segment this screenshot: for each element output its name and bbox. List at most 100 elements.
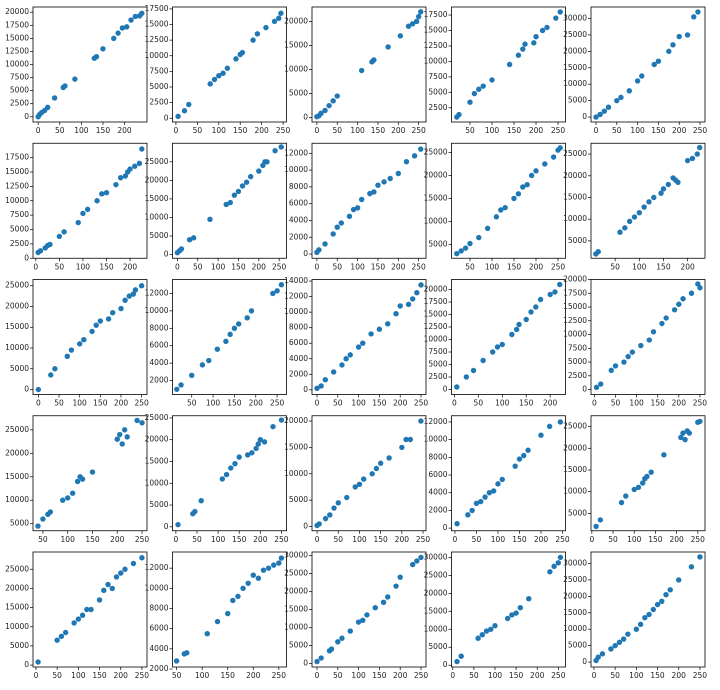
x-tick-label: 50	[333, 671, 343, 680]
x-tick-label: 50	[469, 671, 479, 680]
x-tick-label: 100	[629, 399, 644, 408]
point	[276, 15, 282, 21]
x-tick-label: 0	[315, 671, 320, 680]
point	[64, 353, 70, 360]
y-tick-label: 25000	[5, 564, 29, 573]
point	[531, 40, 537, 46]
point	[358, 196, 365, 203]
point	[89, 328, 95, 335]
y-tick-label: 0	[164, 522, 169, 531]
point	[250, 37, 256, 43]
y-tick-label: 25000	[563, 575, 587, 584]
y-tick-label: 15000	[5, 603, 29, 612]
x-tick-label: 150	[373, 535, 388, 544]
y-tick-label: 5000	[568, 641, 587, 650]
y-tick-label: 12500	[145, 35, 169, 44]
x-tick-label: 250	[551, 262, 566, 271]
point	[69, 490, 76, 496]
y-tick-label: 20000	[424, 588, 448, 597]
x-tick-label: 200	[254, 126, 269, 135]
x-tick-label: 50	[193, 262, 203, 271]
point	[118, 570, 124, 576]
y-tick-label: 2000	[149, 664, 168, 673]
point	[625, 353, 631, 360]
y-tick-label: 2000	[289, 369, 308, 378]
y-tick-label: 5000	[428, 87, 447, 96]
axes-frame	[590, 551, 706, 668]
x-tick-label: 100	[71, 671, 86, 680]
y-tick-label: 5000	[568, 357, 587, 366]
x-tick-label: 200	[114, 671, 129, 680]
x-tick-label: 100	[488, 671, 503, 680]
y-tick-label: 6000	[289, 338, 308, 347]
y-tick-label: 5000	[10, 519, 29, 528]
point	[344, 494, 350, 501]
y-tick-label: 20000	[284, 16, 308, 25]
point	[216, 73, 222, 79]
point	[334, 224, 340, 230]
y-tick-label: 0	[24, 253, 29, 262]
point	[414, 290, 420, 296]
point	[255, 575, 262, 581]
y-tick-label: 5000	[568, 236, 587, 245]
point	[678, 434, 684, 441]
x-tick-label: 100	[350, 126, 365, 135]
x-tick-label: 200	[110, 535, 125, 544]
y-tick-label: 0	[24, 112, 29, 121]
y-tick-label: 7500	[428, 347, 447, 356]
point	[350, 206, 357, 213]
point	[661, 452, 667, 458]
x-tick-label: 250	[135, 535, 150, 544]
y-tick-label: 15000	[424, 25, 448, 34]
axes-frame	[590, 279, 706, 395]
point	[227, 331, 233, 338]
point	[414, 558, 420, 564]
point	[117, 175, 124, 181]
point	[616, 639, 623, 646]
y-tick-label: 10000	[145, 583, 169, 592]
y-tick-label: 15000	[5, 33, 29, 42]
y-tick-label: 15000	[284, 40, 308, 49]
point	[465, 512, 471, 518]
point	[498, 207, 504, 213]
x-tick-label: 150	[507, 126, 522, 135]
point	[52, 366, 58, 372]
point	[612, 642, 618, 649]
point	[473, 500, 480, 507]
axes-frame	[172, 279, 287, 395]
point	[278, 282, 285, 288]
point	[186, 101, 192, 108]
y-tick-label: 0	[303, 249, 308, 258]
point	[658, 190, 664, 196]
x-tick-label: 50	[333, 399, 343, 408]
point	[520, 184, 526, 190]
y-tick-label: 2500	[428, 372, 447, 381]
point	[261, 439, 268, 445]
x-tick-label: 50	[192, 535, 202, 544]
point	[130, 560, 137, 567]
axes-frame	[32, 279, 148, 395]
point	[94, 198, 100, 204]
point	[233, 56, 239, 62]
point	[35, 523, 41, 529]
point	[403, 436, 409, 443]
point	[139, 555, 145, 561]
point	[659, 320, 665, 327]
point	[74, 478, 81, 485]
point	[132, 163, 138, 169]
point	[207, 81, 213, 87]
point	[409, 561, 416, 568]
point	[278, 417, 285, 423]
point	[368, 331, 374, 337]
y-tick-label: 4000	[289, 354, 308, 363]
point	[454, 658, 460, 665]
point	[552, 289, 558, 295]
point	[689, 155, 696, 162]
point	[314, 658, 320, 665]
point	[178, 382, 184, 388]
y-tick-label: 8000	[149, 603, 168, 612]
y-tick-label: 10000	[424, 335, 448, 344]
point	[688, 564, 695, 570]
